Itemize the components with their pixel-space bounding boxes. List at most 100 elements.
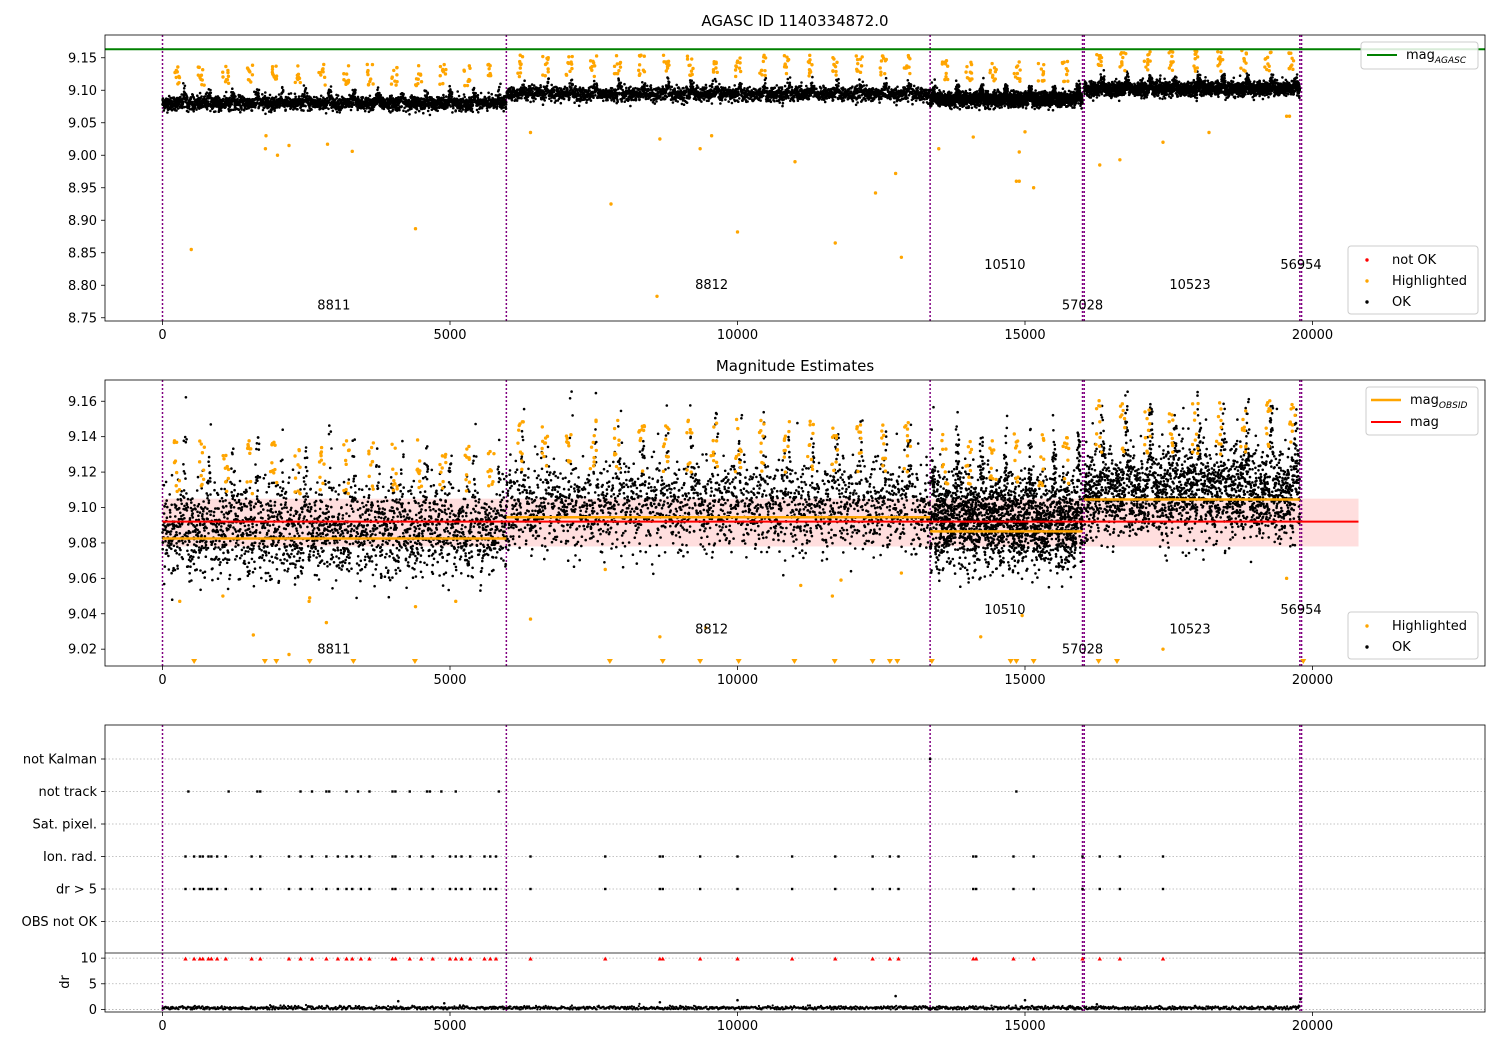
ok-point	[417, 109, 421, 113]
ok-point	[815, 87, 818, 91]
ok-point	[825, 97, 829, 100]
ok-point	[649, 98, 653, 102]
ok-point	[544, 96, 548, 99]
ok-point	[740, 82, 743, 86]
ok-point	[408, 113, 411, 116]
ok-point	[649, 84, 653, 87]
ok-point	[655, 100, 658, 103]
ok-point	[612, 99, 616, 103]
ok-point	[349, 108, 353, 112]
ok-point	[214, 110, 217, 113]
ok-point	[167, 94, 171, 98]
ok-point	[504, 107, 508, 110]
ok-point	[503, 98, 507, 102]
ok-point	[700, 100, 703, 103]
ok-point	[592, 96, 595, 99]
ok-point	[781, 104, 784, 108]
ok-point	[831, 98, 835, 102]
ok-point	[329, 90, 333, 94]
ok-point	[682, 103, 686, 106]
ok-point	[452, 106, 455, 110]
ok-point	[861, 80, 865, 84]
ok-point	[303, 92, 306, 96]
ok-point	[705, 86, 708, 89]
ok-point	[864, 99, 867, 102]
ok-point	[559, 101, 563, 105]
ok-point	[198, 91, 202, 95]
ok-point	[887, 85, 891, 89]
ok-point	[257, 92, 260, 95]
ok-point	[487, 91, 490, 95]
ok-point	[488, 95, 491, 99]
ok-point	[811, 75, 814, 79]
ok-point	[294, 95, 298, 99]
ok-point	[502, 109, 506, 113]
ok-point	[209, 91, 213, 95]
ok-point	[361, 96, 365, 99]
ok-point	[188, 107, 192, 111]
ok-point	[562, 97, 566, 101]
ok-point	[462, 93, 466, 96]
ok-point	[786, 77, 790, 81]
ok-point	[402, 109, 405, 112]
ok-point	[659, 95, 662, 98]
ok-point	[691, 85, 695, 89]
ok-point	[738, 97, 741, 100]
ok-point	[471, 110, 475, 114]
ok-point	[205, 108, 209, 111]
ok-point	[880, 97, 883, 101]
ok-point	[209, 109, 212, 113]
ok-point	[570, 78, 574, 82]
ok-point	[541, 103, 545, 106]
ok-point	[550, 99, 553, 103]
ok-point	[335, 110, 339, 114]
ok-point	[442, 96, 446, 99]
ok-point	[379, 93, 383, 97]
ok-point	[577, 104, 581, 108]
ok-point	[529, 100, 532, 104]
ok-point	[643, 82, 647, 85]
ok-point	[181, 100, 185, 103]
ok-point	[310, 108, 313, 111]
ok-point	[819, 87, 823, 90]
ok-point	[336, 94, 340, 97]
ok-point	[781, 101, 785, 105]
ok-point	[350, 105, 354, 108]
ok-point	[257, 95, 261, 98]
ok-point	[710, 85, 714, 89]
ok-point	[629, 104, 632, 108]
ok-point	[448, 84, 452, 88]
ok-point	[171, 100, 174, 103]
ok-point	[182, 87, 186, 90]
ok-point	[856, 84, 859, 87]
ok-point	[331, 109, 335, 113]
ok-point	[302, 109, 305, 112]
ok-point	[769, 100, 773, 104]
ok-point	[267, 96, 271, 100]
ok-point	[410, 107, 413, 111]
ok-point	[289, 92, 293, 95]
ok-point	[368, 94, 372, 98]
ok-point	[667, 80, 671, 84]
ok-point	[324, 112, 328, 115]
ok-point	[523, 79, 526, 82]
ok-point	[428, 113, 432, 117]
ok-point	[223, 94, 226, 98]
ok-point	[181, 102, 185, 105]
ok-point	[737, 93, 741, 97]
ok-point	[304, 86, 308, 90]
ok-point	[183, 105, 186, 109]
ok-point	[711, 79, 715, 82]
ok-point	[191, 100, 194, 104]
ok-point	[531, 90, 534, 93]
ok-point	[457, 94, 461, 98]
ok-point	[208, 94, 212, 97]
ok-point	[499, 82, 502, 86]
ok-point	[284, 108, 287, 111]
ok-point	[823, 100, 827, 104]
ok-point	[764, 76, 768, 80]
ok-point	[694, 98, 698, 102]
ok-point	[574, 85, 577, 88]
ok-point	[704, 83, 708, 87]
ok-point	[543, 99, 546, 102]
